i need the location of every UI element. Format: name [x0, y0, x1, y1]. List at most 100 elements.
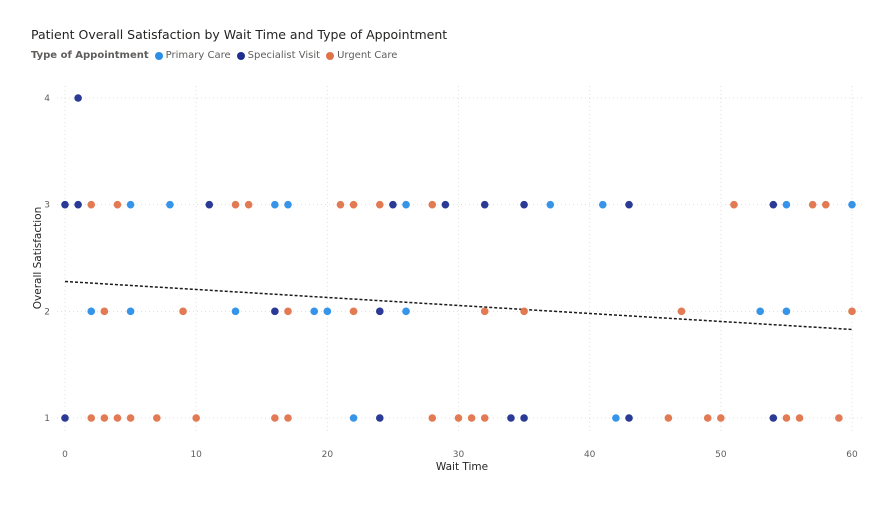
data-point-urgent-care[interactable]	[231, 200, 240, 209]
legend-marker-primary-care	[154, 51, 163, 60]
data-point-primary-care[interactable]	[126, 307, 135, 316]
chart-title: Patient Overall Satisfaction by Wait Tim…	[31, 27, 448, 42]
data-point-specialist-visit[interactable]	[625, 414, 633, 422]
data-point-urgent-care[interactable]	[153, 414, 161, 422]
data-point-urgent-care[interactable]	[782, 414, 791, 422]
data-point-urgent-care[interactable]	[428, 414, 437, 422]
trendline	[64, 280, 853, 331]
x-tick-label: 20	[322, 450, 334, 460]
data-point-specialist-visit[interactable]	[769, 200, 778, 209]
data-point-primary-care[interactable]	[87, 307, 96, 316]
data-point-primary-care[interactable]	[546, 200, 555, 209]
legend-item-primary-care[interactable]: Primary Care	[154, 50, 231, 61]
x-tick-label: 10	[190, 450, 202, 460]
data-point-urgent-care[interactable]	[821, 200, 830, 209]
data-point-specialist-visit[interactable]	[441, 200, 450, 209]
data-point-primary-care[interactable]	[126, 200, 135, 209]
data-point-specialist-visit[interactable]	[389, 200, 397, 209]
legend-item-urgent-care[interactable]: Urgent Care	[326, 50, 397, 61]
data-point-urgent-care[interactable]	[376, 200, 384, 209]
data-point-primary-care[interactable]	[598, 200, 607, 209]
data-point-urgent-care[interactable]	[113, 200, 122, 209]
data-point-specialist-visit[interactable]	[376, 307, 384, 316]
data-point-primary-care[interactable]	[349, 414, 358, 422]
data-point-urgent-care[interactable]	[271, 414, 279, 422]
data-point-urgent-care[interactable]	[126, 414, 135, 422]
data-point-urgent-care[interactable]	[848, 307, 856, 316]
data-point-specialist-visit[interactable]	[205, 200, 214, 209]
legend-label-specialist-visit: Specialist Visit	[247, 50, 321, 61]
y-tick-label: 2	[44, 307, 50, 317]
data-point-urgent-care[interactable]	[664, 414, 673, 422]
data-point-specialist-visit[interactable]	[74, 94, 82, 102]
data-point-urgent-care[interactable]	[179, 307, 187, 316]
data-point-urgent-care[interactable]	[454, 414, 463, 422]
tick-labels: 0 10 20 30 40 50 60 1 2 3 4	[44, 94, 858, 460]
data-point-specialist-visit[interactable]	[480, 200, 489, 209]
x-tick-label: 50	[715, 450, 727, 460]
data-point-specialist-visit[interactable]	[376, 414, 384, 422]
data-point-urgent-care[interactable]	[284, 307, 292, 316]
data-point-urgent-care[interactable]	[467, 414, 476, 422]
data-point-primary-care[interactable]	[402, 200, 410, 209]
data-point-specialist-visit[interactable]	[520, 200, 528, 209]
data-point-primary-care[interactable]	[782, 200, 791, 209]
data-point-specialist-visit[interactable]	[74, 200, 82, 209]
data-point-primary-care[interactable]	[323, 307, 332, 316]
data-point-urgent-care[interactable]	[113, 414, 122, 422]
data-point-urgent-care[interactable]	[480, 414, 489, 422]
data-point-primary-care[interactable]	[166, 200, 174, 209]
data-point-primary-care[interactable]	[612, 414, 620, 422]
data-point-urgent-care[interactable]	[349, 307, 358, 316]
data-point-urgent-care[interactable]	[284, 414, 292, 422]
legend-label-primary-care: Primary Care	[165, 50, 231, 61]
y-tick-label: 4	[44, 94, 50, 104]
data-point-urgent-care[interactable]	[703, 414, 712, 422]
x-tick-label: 30	[453, 450, 465, 460]
data-point-urgent-care[interactable]	[100, 307, 109, 316]
legend-label-urgent-care: Urgent Care	[337, 50, 398, 61]
legend-title: Type of Appointment	[31, 50, 149, 61]
data-point-primary-care[interactable]	[756, 307, 764, 316]
data-points	[61, 94, 856, 422]
data-point-urgent-care[interactable]	[244, 200, 253, 209]
data-point-urgent-care[interactable]	[192, 414, 200, 422]
x-tick-label: 40	[584, 450, 596, 460]
data-point-specialist-visit[interactable]	[769, 414, 778, 422]
legend-item-specialist-visit[interactable]: Specialist Visit	[236, 50, 321, 61]
data-point-specialist-visit[interactable]	[61, 200, 69, 209]
legend-marker-specialist-visit	[236, 51, 245, 60]
data-point-primary-care[interactable]	[284, 200, 292, 209]
data-point-specialist-visit[interactable]	[520, 414, 528, 422]
data-point-urgent-care[interactable]	[349, 200, 358, 209]
data-point-urgent-care[interactable]	[520, 307, 528, 316]
data-point-urgent-care[interactable]	[795, 414, 804, 422]
data-point-urgent-care[interactable]	[336, 200, 345, 209]
legend: Type of Appointment Primary Care Special…	[31, 50, 403, 61]
data-point-urgent-care[interactable]	[835, 414, 843, 422]
legend-marker-urgent-care	[326, 51, 335, 60]
data-point-urgent-care[interactable]	[717, 414, 725, 422]
data-point-specialist-visit[interactable]	[271, 307, 279, 316]
data-point-primary-care[interactable]	[231, 307, 240, 316]
data-point-urgent-care[interactable]	[730, 200, 738, 209]
data-point-specialist-visit[interactable]	[61, 414, 69, 422]
data-point-urgent-care[interactable]	[100, 414, 109, 422]
data-point-urgent-care[interactable]	[677, 307, 686, 316]
y-tick-label: 3	[44, 201, 50, 211]
data-point-primary-care[interactable]	[848, 200, 856, 209]
data-point-urgent-care[interactable]	[87, 200, 96, 209]
data-point-urgent-care[interactable]	[480, 307, 489, 316]
y-axis-title: Overall Satisfaction	[32, 207, 44, 309]
data-point-primary-care[interactable]	[271, 200, 279, 209]
data-point-primary-care[interactable]	[402, 307, 410, 316]
data-point-primary-care[interactable]	[310, 307, 319, 316]
data-point-primary-care[interactable]	[782, 307, 791, 316]
y-tick-label: 1	[44, 414, 50, 424]
trendline-layer	[64, 280, 853, 331]
data-point-urgent-care[interactable]	[808, 200, 817, 209]
data-point-specialist-visit[interactable]	[625, 200, 633, 209]
data-point-urgent-care[interactable]	[428, 200, 437, 209]
data-point-specialist-visit[interactable]	[507, 414, 515, 422]
data-point-urgent-care[interactable]	[87, 414, 96, 422]
